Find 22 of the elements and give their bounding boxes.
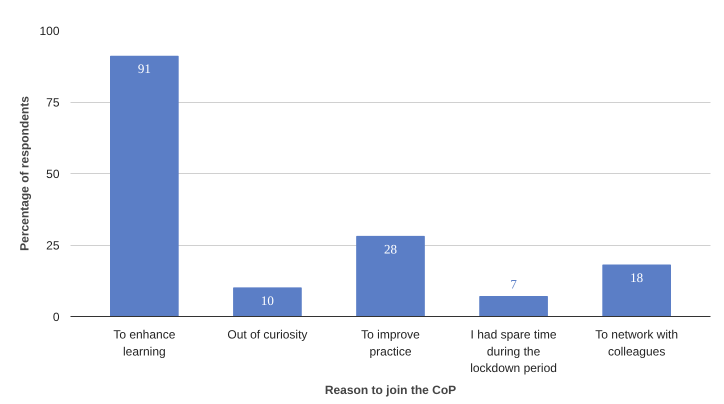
bar	[233, 287, 302, 316]
bar	[110, 56, 179, 316]
data-label: 28	[384, 241, 397, 256]
y-tick-label: 25	[46, 238, 60, 252]
data-label: 10	[260, 292, 274, 308]
x-tick-label: To network with colleagues	[595, 328, 678, 358]
x-tick-label: To improve practice	[361, 328, 420, 358]
y-tick-label: 50	[46, 167, 60, 181]
x-axis-title: Reason to join the CoP	[324, 383, 456, 398]
y-tick-label: 75	[46, 96, 60, 110]
bar	[356, 236, 425, 316]
data-label: 18	[630, 270, 644, 286]
y-axis-title: Percentage of respondents	[17, 96, 32, 251]
x-tick-label: To enhance learning	[113, 328, 176, 358]
bar	[602, 264, 671, 316]
y-tick-label: 100	[39, 24, 60, 38]
y-tick-label: 0	[52, 310, 60, 324]
data-label: 7	[510, 276, 518, 292]
x-tick-label: Out of curiosity	[227, 328, 308, 342]
data-label: 91	[138, 61, 151, 76]
bar	[479, 296, 548, 316]
x-tick-label: I had spare time during the lockdown period	[470, 328, 557, 376]
